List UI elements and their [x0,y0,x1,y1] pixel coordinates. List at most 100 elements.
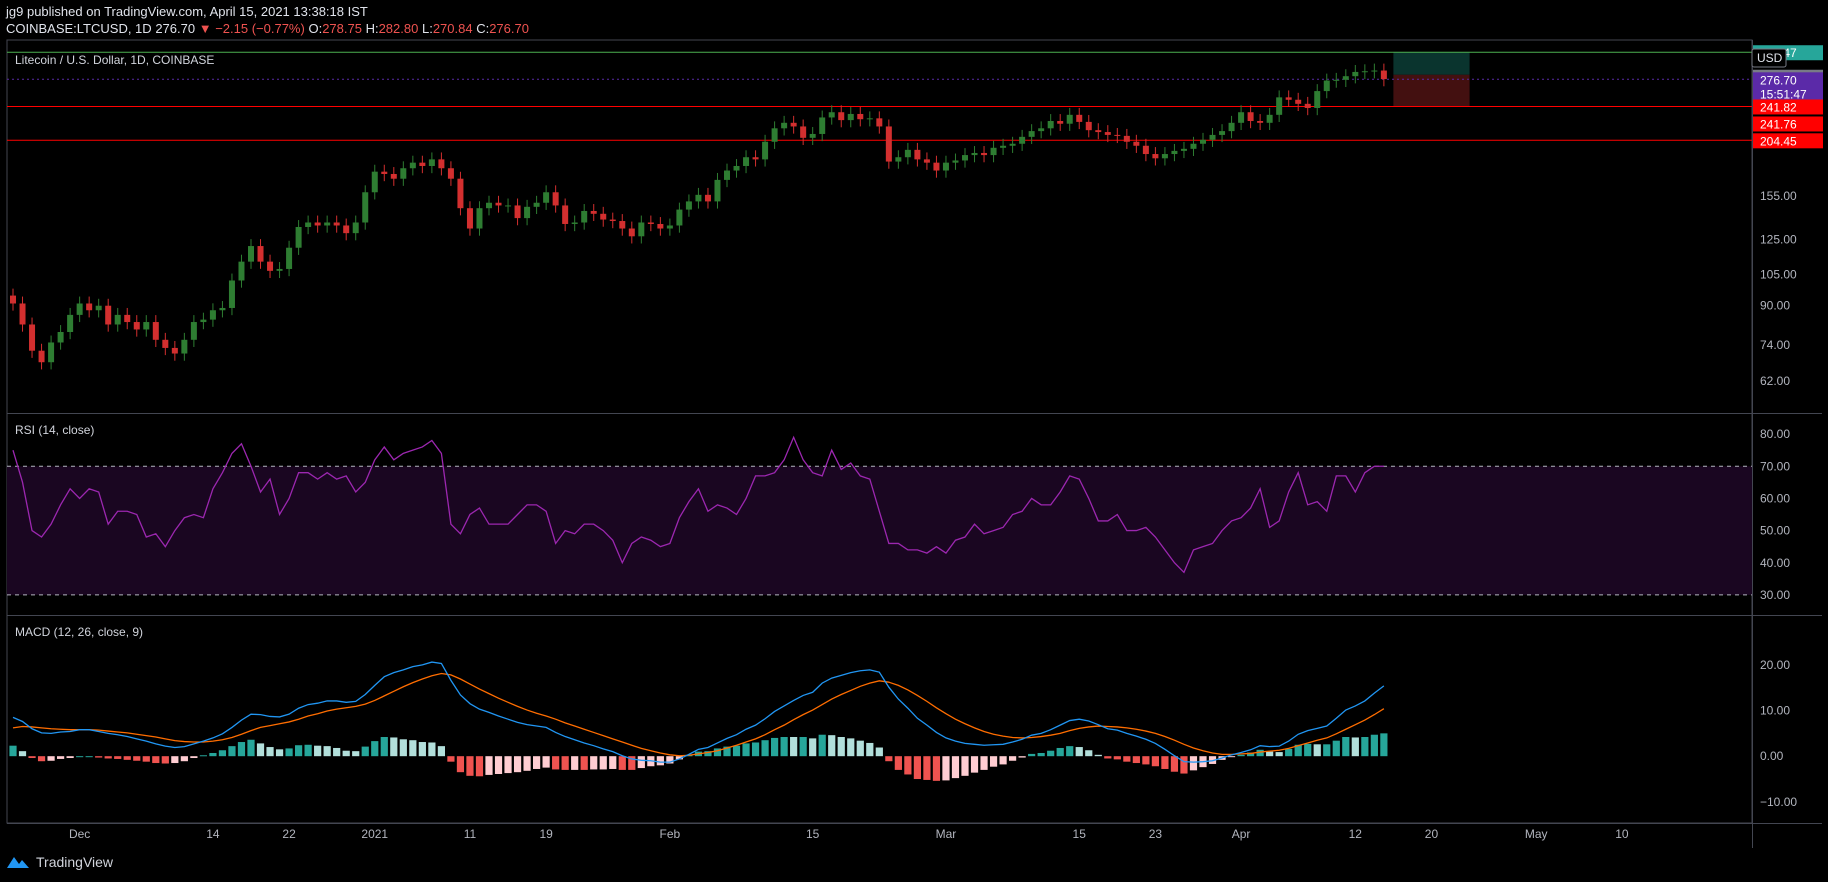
macd-histogram-bar [790,737,798,757]
candle-body [866,118,873,120]
candle-body [314,222,321,226]
candle-body [619,221,626,229]
candle-body [1019,136,1026,144]
candle-body [647,222,654,224]
candle-body [1323,80,1330,92]
candle-body [828,112,835,118]
time-tick-label: 12 [1349,827,1363,841]
macd-histogram-bar [513,756,522,773]
candle-body [657,223,664,229]
macd-histogram-bar [847,738,855,757]
candle-body [981,152,988,156]
symbol: COINBASE:LTCUSD, 1D [6,21,152,36]
macd-histogram-bar [980,756,988,770]
candle-body [1085,121,1092,131]
candle-body [857,113,864,120]
macd-histogram-bar [799,737,807,757]
macd-histogram-bar [133,756,141,761]
candle-body [124,314,131,323]
candle-body [733,165,740,171]
currency-badge [1751,48,1787,68]
low-label: L: [421,21,433,36]
macd-histogram-bar [456,756,465,773]
macd-histogram-bar [57,756,65,759]
macd-histogram-bar [1304,743,1312,757]
candle-body [743,157,750,166]
candle-body [1171,150,1178,155]
candle-body [248,246,254,262]
candle-body [57,332,64,343]
candle-body [1257,121,1264,123]
candle-body [428,159,435,166]
candle-body [990,147,997,156]
rsi-tick-label: 60.00 [1760,491,1790,505]
macd-histogram-bar [885,756,893,762]
candle-body [714,179,721,202]
macd-histogram-bar [599,756,607,770]
macd-histogram-bar [28,756,36,759]
macd-histogram-bar [942,756,950,781]
macd-histogram-bar [1256,749,1264,757]
macd-histogram-bar [152,756,160,764]
macd-histogram-bar [894,756,902,770]
candle-body [1047,121,1054,129]
macd-histogram-bar [295,745,303,757]
macd-histogram-bar [1323,744,1331,757]
price-tick-label: 90.00 [1760,299,1790,313]
macd-histogram-bar [190,756,198,759]
rsi-line [12,435,1384,574]
macd-histogram-bar [323,746,331,757]
macd-histogram-bar [552,756,560,770]
candle-body [514,205,521,219]
candle-body [1161,154,1168,159]
candle-body [895,157,902,162]
time-tick-label: 11 [464,827,477,841]
candle-body [571,222,578,224]
footer: TradingView [6,854,113,870]
macd-histogram-bar [504,756,512,774]
macd-histogram-bar [1275,752,1283,757]
candle-body [1304,103,1311,108]
candle-body [219,307,226,311]
chart-frame [6,39,1753,824]
candle-body [466,208,473,229]
candle-body [923,159,930,163]
candle-body [752,157,759,160]
macd-histogram-bar [475,756,484,777]
macd-histogram-bar [1066,746,1074,757]
candle-body [143,322,150,330]
macd-histogram-bar [542,756,550,768]
macd-histogram-bar [314,745,322,757]
candle-body [762,141,769,160]
macd-histogram-bar [95,756,103,758]
time-tick-label: 15 [806,827,820,841]
macd-tick-label: −10.00 [1760,795,1797,809]
candle-body [152,322,159,340]
macd-histogram-bar [875,747,883,757]
candle-body [1314,91,1321,108]
candle-body [48,342,55,363]
candle-body [200,319,207,323]
rsi-tick-label: 40.00 [1760,556,1790,570]
macd-histogram-bar [466,756,474,776]
brand-name: TradingView [36,854,114,870]
macd-histogram-bar [628,756,636,770]
macd-histogram-bar [447,756,455,762]
price-axis-label: 241.76 [1760,117,1797,131]
macd-histogram-bar [180,756,188,762]
candle-body [847,113,854,121]
macd-histogram-bar [1161,756,1169,769]
macd-histogram-bar [656,756,664,766]
macd-histogram-bar [666,756,674,764]
macd-histogram-bar [209,752,217,757]
candle-body [67,314,74,333]
candle-body [1095,130,1102,133]
time-tick-label: 22 [282,827,296,841]
macd-histogram-bar [1132,756,1140,764]
macd-histogram-bar [637,756,645,769]
candle-body [438,159,445,169]
macd-histogram-bar [771,737,779,757]
macd-histogram-bar [989,756,998,767]
time-tick-label: 23 [1149,827,1163,841]
